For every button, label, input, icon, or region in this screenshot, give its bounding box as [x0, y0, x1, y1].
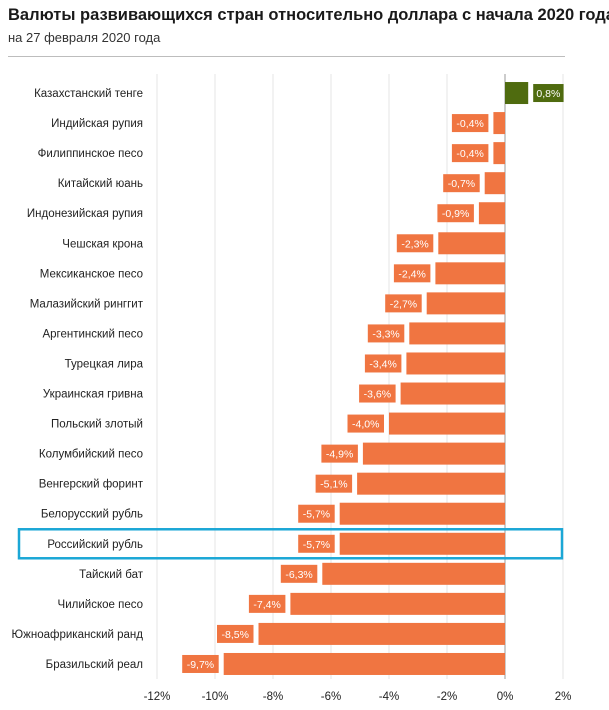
category-label: Китайский юань: [58, 178, 143, 190]
value-label: -5,1%: [320, 479, 347, 491]
value-label: -4,9%: [326, 449, 353, 461]
x-axis-ticks: -12% -10% -8% -6% -4% -2% 0% 2%: [144, 691, 572, 703]
value-label-box: [298, 534, 335, 553]
category-label: Украинская гривна: [43, 389, 144, 401]
highlight: [17, 528, 564, 560]
category-label: Чилийское песо: [58, 599, 143, 611]
x-tick-label: -12%: [144, 691, 171, 703]
bar: [322, 562, 505, 585]
value-label-box: [321, 444, 358, 463]
value-label-box: [451, 114, 489, 133]
value-label-box: [248, 594, 286, 613]
category-label: Малазийский ринггит: [30, 298, 144, 310]
category-label: Мексиканское песо: [40, 268, 143, 280]
value-label: -3,3%: [372, 328, 399, 340]
bar: [478, 202, 505, 225]
category-label: Индийская рупия: [51, 118, 143, 130]
value-label-box: [393, 264, 431, 283]
value-label: -2,3%: [401, 238, 428, 250]
category-label: Российский рубль: [47, 539, 143, 551]
value-label: -3,4%: [369, 358, 396, 370]
bar: [484, 172, 505, 195]
value-label-box: [347, 414, 384, 433]
bar: [223, 652, 505, 675]
category-label: Казахстанский тенге: [34, 88, 143, 100]
bar: [258, 622, 505, 645]
x-tick-label: -6%: [321, 691, 341, 703]
category-label: Чешская крона: [62, 238, 143, 250]
value-label: 0,8%: [536, 88, 560, 100]
bar: [389, 412, 505, 435]
value-label-box: [451, 144, 489, 163]
x-tick-label: 2%: [555, 691, 572, 703]
value-label: -5,7%: [303, 509, 330, 521]
bar: [406, 352, 505, 375]
value-label: -7,4%: [253, 599, 280, 611]
value-label-box: [182, 654, 219, 673]
bar: [505, 82, 529, 105]
x-tick-label: -4%: [379, 691, 399, 703]
category-label: Аргентинский песо: [42, 328, 143, 340]
value-label-box: [298, 504, 335, 523]
value-label: -6,3%: [285, 569, 312, 581]
value-label: -0,7%: [448, 178, 475, 190]
bar: [493, 112, 505, 135]
category-label: Тайский бат: [79, 569, 144, 581]
bars: 0,8% -0,4% -0,4% -0,7% -0,9% -2,3% -2,4% -2,7% -…: [182, 82, 564, 675]
bar: [357, 472, 505, 495]
value-label: -5,7%: [303, 539, 330, 551]
highlight-frame: [17, 528, 564, 560]
chart-title: Валюты развивающихся стран относительно …: [8, 6, 609, 24]
bar: [362, 442, 505, 465]
bar: [290, 592, 505, 615]
grid-lines: [156, 74, 564, 679]
bar: [493, 142, 505, 165]
value-label-box: [359, 384, 396, 403]
value-label-box: [364, 354, 402, 373]
chart-subtitle: на 27 февраля 2020 года: [8, 30, 161, 45]
value-label-box: [367, 324, 405, 343]
value-label-box: [280, 564, 318, 583]
category-label: Колумбийский песо: [39, 449, 143, 461]
value-label: -0,4%: [456, 148, 483, 160]
x-tick-label: -10%: [202, 691, 229, 703]
category-label: Индонезийская рупия: [27, 208, 143, 220]
bar: [339, 502, 505, 525]
value-label: -4,0%: [352, 419, 379, 431]
value-label-box: [443, 174, 480, 193]
category-label: Южноафриканский ранд: [12, 629, 144, 641]
category-label: Филиппинское песо: [38, 148, 143, 160]
value-label: -2,4%: [398, 268, 425, 280]
category-label: Польский злотый: [51, 419, 143, 431]
value-label-box: [396, 234, 434, 253]
bar: [435, 262, 505, 285]
value-label: -3,6%: [364, 389, 391, 401]
x-tick-label: -2%: [437, 691, 457, 703]
category-label: Венгерский форинт: [39, 479, 144, 491]
bar: [426, 292, 505, 315]
value-label-box: [385, 294, 422, 313]
value-label: -0,9%: [442, 208, 469, 220]
value-label-box: [315, 474, 353, 493]
value-label: -9,7%: [187, 659, 214, 671]
title-divider: [8, 56, 565, 57]
x-tick-label: -8%: [263, 691, 283, 703]
category-labels: Казахстанский тенге Индийская рупия Филипп…: [12, 88, 144, 671]
value-label: -2,7%: [390, 298, 417, 310]
bar: [409, 322, 505, 345]
bar: [400, 382, 505, 405]
x-tick-label: 0%: [497, 691, 514, 703]
value-label-box: [437, 204, 474, 223]
bar: [438, 232, 505, 255]
category-label: Турецкая лира: [65, 358, 144, 370]
value-label: -0,4%: [456, 118, 483, 130]
value-label-box: [533, 84, 564, 103]
category-label: Белорусский рубль: [41, 509, 143, 521]
category-label: Бразильский реал: [46, 659, 143, 671]
value-label: -8,5%: [222, 629, 249, 641]
bar: [339, 532, 505, 555]
value-label-box: [217, 624, 254, 643]
